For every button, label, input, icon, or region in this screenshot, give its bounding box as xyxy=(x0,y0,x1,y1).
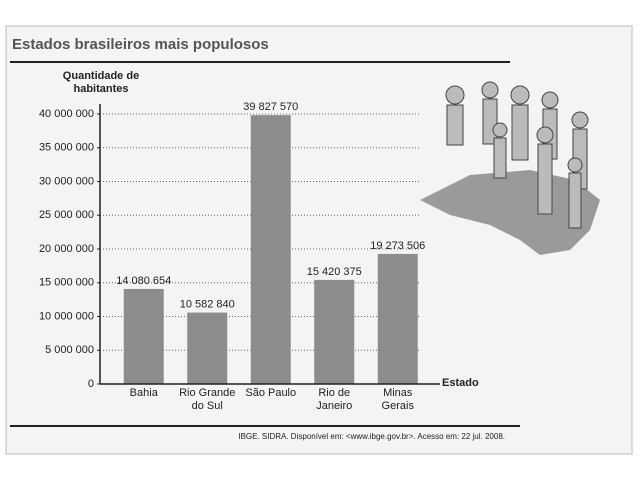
chart-title: Estados brasileiros mais populosos xyxy=(12,36,269,53)
x-tick-label: Rio Grande do Sul xyxy=(179,387,236,412)
map-shape xyxy=(420,170,600,255)
y-tick-label: 40 000 000 xyxy=(39,108,94,120)
x-tick-label: Minas Gerais xyxy=(381,387,414,412)
value-label: 15 420 375 xyxy=(307,266,362,278)
y-tick-label: 30 000 000 xyxy=(39,175,94,187)
y-tick-label: 35 000 000 xyxy=(39,142,94,154)
y-tick-label: 20 000 000 xyxy=(39,243,94,255)
source: IBGE. SIDRA. Disponível em: <www.ibge.go… xyxy=(238,432,505,441)
illustration xyxy=(420,81,600,255)
bar xyxy=(377,253,418,384)
y-tick-label: 10 000 000 xyxy=(39,310,94,322)
value-label: 14 080 654 xyxy=(116,275,171,287)
bar xyxy=(123,288,164,384)
x-tick-label: Bahia xyxy=(129,387,158,399)
x-tick-label: Rio de Janeiro xyxy=(316,387,353,412)
y-tick-label: 15 000 000 xyxy=(39,277,94,289)
y-tick-label: 5 000 000 xyxy=(45,344,94,356)
x-axis-label: Estado xyxy=(442,377,479,389)
x-tick-label: São Paulo xyxy=(245,387,297,399)
bar xyxy=(187,312,228,384)
value-label: 39 827 570 xyxy=(243,101,298,113)
y-axis-label: Quantidade de habitantes xyxy=(62,70,140,95)
bar xyxy=(250,115,291,384)
y-tick-label: 25 000 000 xyxy=(39,209,94,221)
bar xyxy=(314,279,355,384)
y-tick-label: 0 xyxy=(88,378,94,390)
value-label: 10 582 840 xyxy=(180,298,235,310)
value-label: 19 273 506 xyxy=(370,240,425,252)
